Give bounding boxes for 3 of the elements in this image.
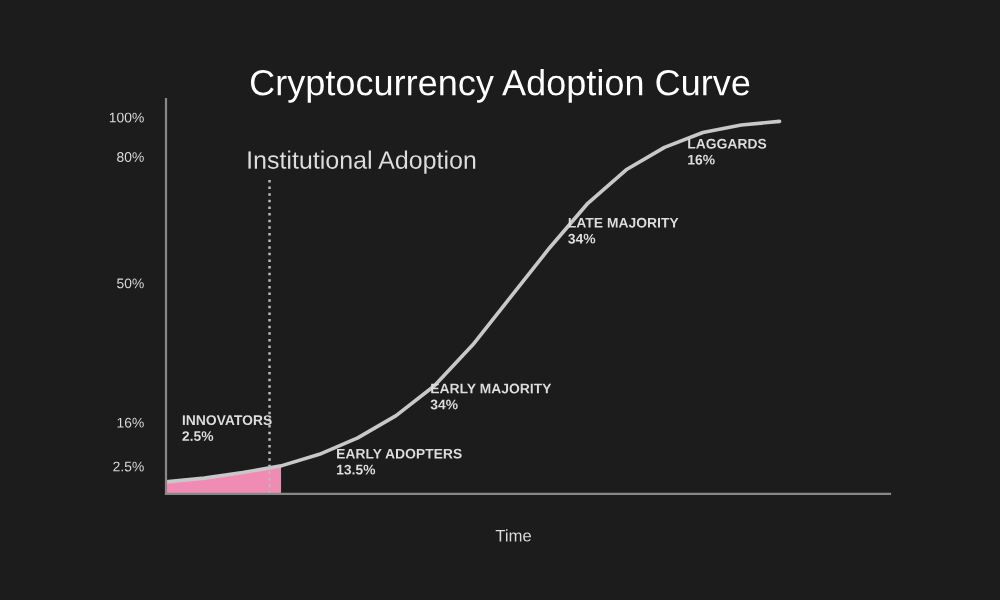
x-axis-title: Time [495, 529, 531, 542]
chart-title: Cryptocurrency Adoption Curve [250, 69, 750, 103]
annotation: Institutional Adoption [248, 150, 476, 174]
